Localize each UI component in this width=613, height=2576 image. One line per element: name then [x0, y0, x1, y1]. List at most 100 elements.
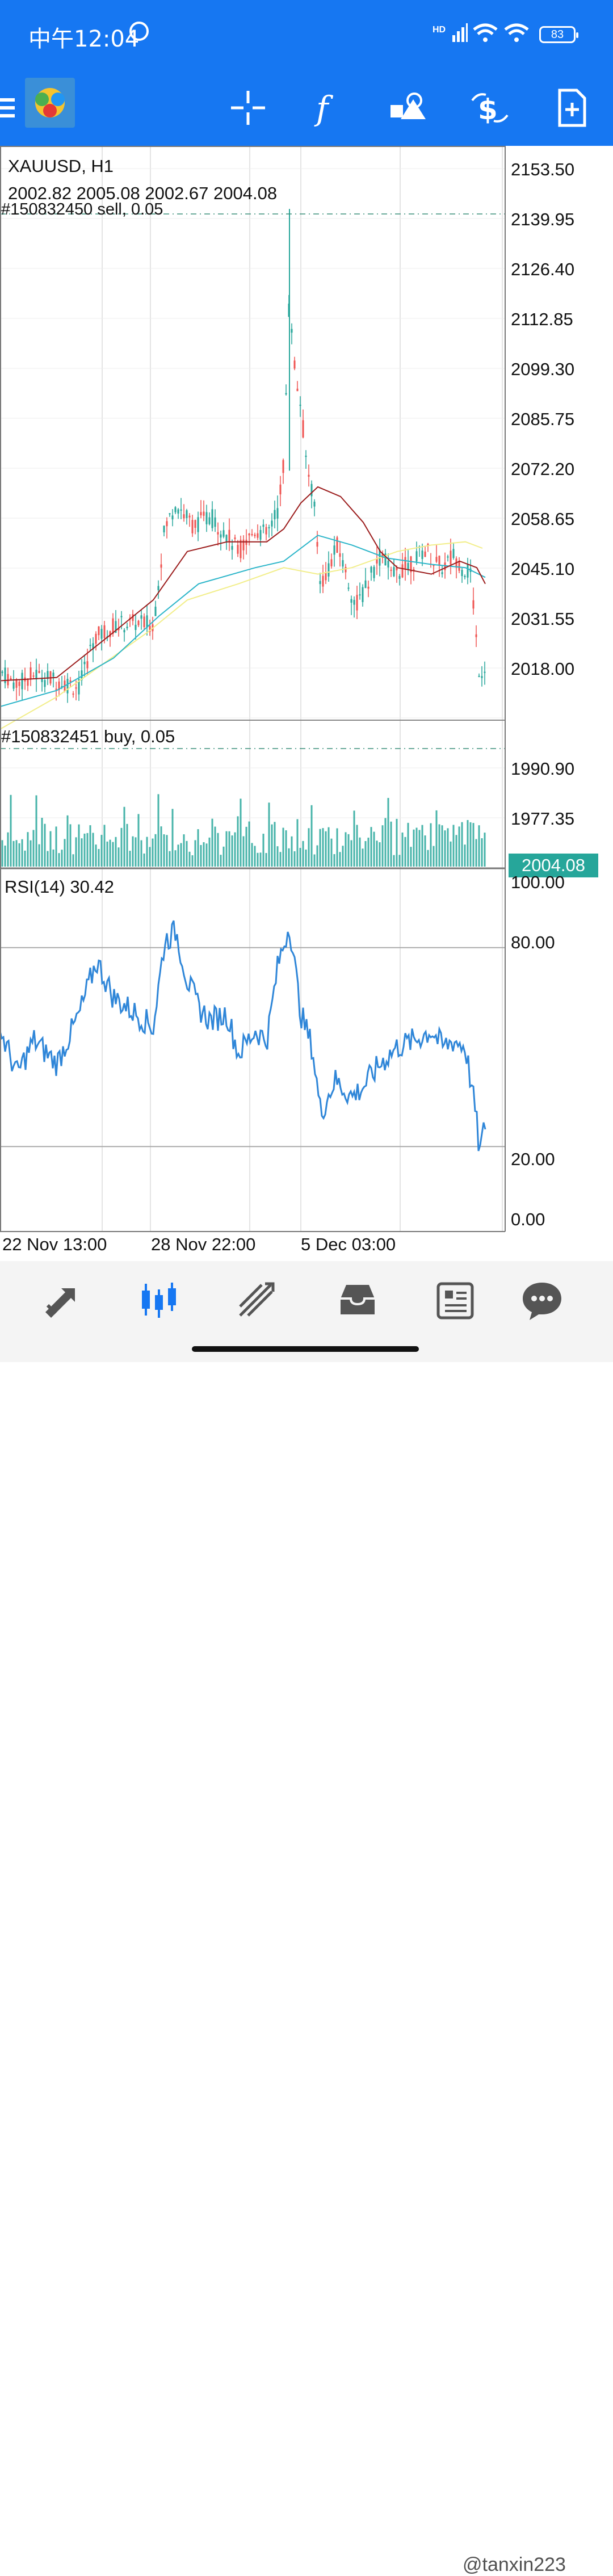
candle-body: [447, 556, 449, 558]
price-tick: 2085.75: [511, 409, 575, 429]
candle-body: [35, 670, 37, 680]
menu-icon[interactable]: [0, 88, 32, 128]
buy-order-label[interactable]: #150832451 buy, 0.05: [1, 726, 175, 746]
candle-body: [146, 615, 148, 628]
function-icon[interactable]: f: [308, 88, 348, 128]
candle-body: [171, 515, 174, 520]
volume-bar: [438, 824, 440, 867]
objects-icon[interactable]: [388, 88, 428, 128]
candle-body: [15, 680, 18, 688]
candle-body: [376, 558, 378, 564]
volume-bar: [35, 795, 37, 867]
battery-indicator: 83: [539, 26, 578, 43]
volume-bar: [296, 819, 299, 867]
price-chart[interactable]: [0, 146, 613, 1261]
volume-bar: [458, 826, 460, 867]
candle-body: [279, 484, 282, 495]
volume-bar: [166, 835, 168, 867]
volume-bar: [325, 831, 327, 867]
candle-body: [100, 629, 103, 639]
candle-body: [89, 645, 91, 646]
history-icon[interactable]: [335, 1278, 380, 1323]
candle-body: [285, 393, 287, 394]
candle-body: [401, 564, 404, 578]
quotes-icon[interactable]: [40, 1278, 85, 1323]
volume-bar: [177, 844, 179, 867]
volume-bar: [268, 802, 270, 867]
volume-bar: [367, 837, 370, 867]
price-tick: 1990.90: [511, 759, 575, 779]
news-icon[interactable]: [433, 1278, 478, 1323]
volume-bar: [308, 828, 310, 867]
candle-body: [415, 551, 418, 562]
chart-area[interactable]: XAUUSD, H1 2002.82 2005.08 2002.67 2004.…: [0, 146, 613, 1261]
volume-bar: [75, 837, 77, 867]
volume-bar: [38, 844, 40, 867]
price-tick: 2045.10: [511, 559, 575, 579]
candle-body: [271, 520, 273, 527]
volume-bar: [171, 809, 174, 867]
volume-bar: [100, 835, 103, 867]
candle-body: [240, 540, 242, 558]
candle-body: [66, 679, 69, 694]
ma-mid-line: [0, 535, 486, 708]
candle-body: [472, 600, 475, 609]
app-logo: [25, 78, 75, 128]
volume-bar: [234, 832, 236, 867]
candle-body: [27, 679, 29, 686]
trade-icon[interactable]: [236, 1278, 281, 1323]
volume-bar: [83, 833, 86, 867]
candle-body: [160, 564, 162, 568]
volume-bar: [467, 820, 469, 867]
messages-icon[interactable]: [519, 1278, 565, 1323]
volume-bar: [433, 846, 435, 867]
candle-body: [373, 566, 375, 578]
candle-body: [384, 553, 387, 566]
candle-body: [38, 671, 40, 673]
candle-body: [75, 687, 77, 689]
candle-body: [140, 615, 142, 619]
chart-icon[interactable]: [136, 1278, 182, 1323]
home-indicator[interactable]: [192, 1346, 419, 1352]
volume-bar: [435, 810, 438, 867]
candle-body: [4, 667, 6, 683]
volume-bar: [137, 814, 140, 867]
trade-icon[interactable]: $: [470, 88, 510, 128]
volume-bar: [78, 824, 80, 867]
volume-bar: [120, 827, 123, 867]
candle-body: [350, 599, 352, 603]
volume-bar: [390, 821, 392, 867]
candle-body: [214, 517, 216, 527]
volume-bar: [146, 837, 148, 867]
volume-bar: [441, 825, 443, 867]
volume-bar: [396, 818, 398, 867]
volume-bar: [10, 795, 12, 867]
volume-bar: [257, 852, 259, 867]
volume-bar: [64, 839, 66, 867]
network-type: HD: [433, 25, 446, 35]
sell-order-label[interactable]: #150832450 sell, 0.05: [1, 200, 163, 218]
candle-body: [21, 673, 23, 690]
volume-bar: [103, 825, 106, 867]
volume-bar: [115, 837, 117, 867]
candle-body: [228, 530, 230, 543]
candle-body: [458, 561, 460, 571]
crosshair-icon[interactable]: [228, 88, 268, 128]
volume-bar: [450, 841, 452, 867]
bottom-navigation: @tanxin223: [0, 1261, 613, 2575]
volume-bar: [279, 852, 282, 867]
volume-bar: [282, 827, 284, 867]
price-tick: 2018.00: [511, 659, 575, 679]
candle-body: [123, 629, 125, 633]
candle-body: [200, 512, 202, 516]
ma-fast-line: [0, 486, 486, 682]
candle-body: [115, 621, 117, 633]
volume-bar: [384, 818, 387, 867]
candle-body: [225, 535, 228, 543]
new-order-icon[interactable]: [552, 88, 591, 128]
volume-bar: [481, 838, 483, 867]
volume-bar: [132, 836, 134, 867]
candle-body: [484, 671, 486, 673]
volume-bar: [55, 826, 57, 867]
rsi-line: [0, 920, 486, 1152]
